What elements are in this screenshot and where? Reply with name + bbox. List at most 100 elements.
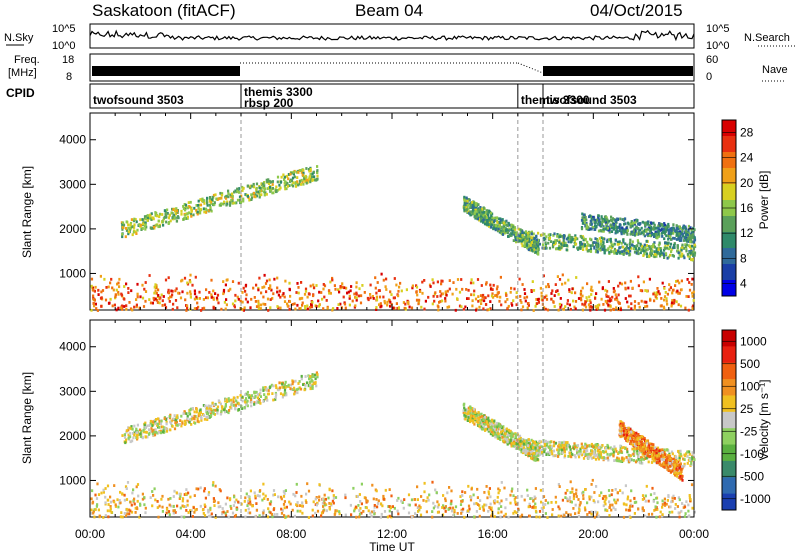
- range-gate-cell: [224, 283, 227, 287]
- range-gate-cell: [678, 457, 681, 460]
- range-gate-cell: [266, 180, 269, 184]
- range-gate-cell: [568, 288, 571, 291]
- range-gate-cell: [97, 293, 100, 296]
- range-gate-cell: [444, 499, 447, 503]
- freq-block-2: [543, 66, 693, 76]
- range-gate-cell: [488, 428, 491, 432]
- range-gate-cell: [671, 499, 674, 503]
- range-gate-cell: [656, 508, 659, 511]
- range-gate-cell: [127, 232, 130, 236]
- range-gate-cell: [472, 293, 476, 297]
- range-gate-cell: [622, 217, 625, 221]
- range-gate-cell: [502, 225, 505, 229]
- range-gate-cell: [543, 295, 547, 299]
- range-gate-cell: [146, 424, 149, 428]
- range-gate-cell: [294, 185, 298, 188]
- range-gate-cell: [389, 300, 392, 304]
- range-gate-cell: [158, 297, 161, 301]
- range-gate-cell: [681, 246, 684, 249]
- range-gate-cell: [519, 439, 522, 443]
- range-gate-cell: [522, 235, 525, 239]
- range-gate-cell: [395, 283, 398, 287]
- range-gate-cell: [410, 306, 414, 310]
- range-gate-cell: [545, 294, 548, 298]
- range-gate-cell: [662, 252, 665, 255]
- range-gate-cell: [512, 444, 515, 448]
- range-gate-cell: [407, 511, 411, 515]
- range-gate-cell: [624, 242, 627, 246]
- range-gate-cell: [254, 300, 257, 303]
- range-gate-cell: [299, 509, 302, 513]
- range-gate-cell: [214, 292, 217, 295]
- range-gate-cell: [517, 239, 520, 242]
- range-gate-cell: [175, 207, 178, 210]
- range-gate-cell: [382, 278, 385, 282]
- range-gate-cell: [203, 202, 206, 205]
- range-gate-cell: [486, 421, 489, 425]
- range-gate-cell: [486, 220, 489, 224]
- range-gate-cell: [417, 506, 420, 509]
- range-gate-cell: [103, 277, 106, 281]
- range-gate-cell: [439, 294, 442, 298]
- range-gate-cell: [121, 304, 124, 308]
- range-gate-cell: [618, 281, 622, 285]
- range-gate-cell: [473, 210, 476, 214]
- range-gate-cell: [446, 289, 449, 293]
- range-gate-cell: [664, 244, 667, 248]
- cpid-segment-label: twofsound 3503: [93, 93, 184, 107]
- range-gate-cell: [503, 486, 506, 490]
- range-gate-cell: [233, 495, 236, 499]
- range-gate-cell: [206, 412, 209, 416]
- range-gate-cell: [92, 509, 95, 513]
- range-gate-cell: [588, 228, 591, 231]
- range-gate-cell: [556, 234, 559, 238]
- range-gate-cell: [644, 499, 647, 503]
- range-gate-cell: [197, 199, 200, 203]
- range-gate-cell: [500, 229, 503, 233]
- range-gate-cell: [646, 232, 649, 236]
- range-gate-cell: [284, 515, 288, 519]
- range-gate-cell: [647, 234, 650, 238]
- range-gate-cell: [109, 500, 113, 504]
- range-gate-cell: [544, 243, 547, 247]
- range-gate-cell: [687, 244, 690, 247]
- range-gate-cell: [296, 180, 299, 184]
- velocity-marks: [90, 371, 696, 519]
- range-gate-cell: [564, 241, 567, 245]
- range-gate-cell: [234, 299, 237, 303]
- range-gate-cell: [507, 428, 510, 432]
- range-gate-cell: [444, 299, 447, 303]
- range-gate-cell: [520, 239, 523, 243]
- range-gate-cell: [651, 486, 654, 490]
- range-gate-cell: [670, 304, 673, 308]
- range-gate-cell: [327, 289, 331, 293]
- range-gate-cell: [633, 222, 636, 226]
- range-gate-cell: [217, 399, 220, 403]
- range-gate-cell: [553, 232, 556, 236]
- range-gate-cell: [311, 172, 314, 176]
- range-gate-cell: [292, 492, 295, 496]
- range-gate-cell: [632, 247, 635, 251]
- range-gate-cell: [503, 428, 506, 432]
- range-gate-cell: [283, 178, 286, 181]
- range-gate-cell: [595, 485, 598, 488]
- range-gate-cell: [603, 249, 606, 253]
- range-gate-cell: [661, 499, 664, 503]
- range-gate-cell: [574, 242, 578, 246]
- range-gate-cell: [605, 293, 608, 297]
- range-gate-cell: [498, 422, 501, 426]
- range-gate-cell: [304, 499, 307, 503]
- range-gate-cell: [644, 246, 647, 249]
- range-gate-cell: [169, 428, 172, 432]
- range-gate-cell: [196, 301, 199, 305]
- range-gate-cell: [615, 296, 618, 299]
- range-gate-cell: [397, 306, 400, 310]
- range-gate-cell: [466, 199, 469, 203]
- range-gate-cell: [663, 256, 666, 259]
- range-gate-cell: [470, 487, 473, 491]
- range-gate-cell: [318, 498, 321, 502]
- range-gate-cell: [219, 489, 222, 493]
- range-gate-cell: [279, 392, 283, 396]
- range-gate-cell: [226, 400, 229, 403]
